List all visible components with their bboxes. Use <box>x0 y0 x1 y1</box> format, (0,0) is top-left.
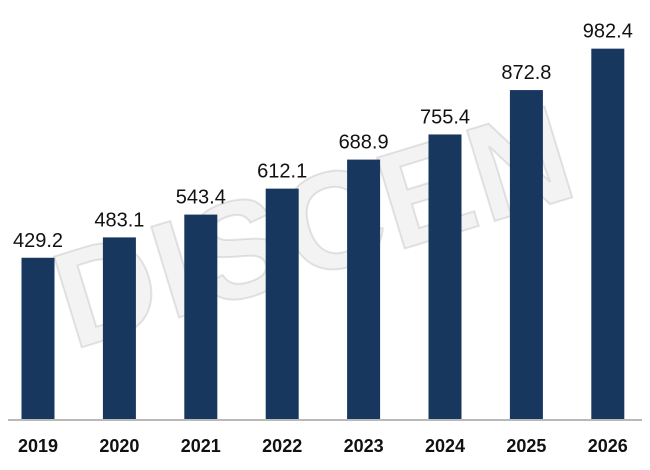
bar-2023 <box>347 159 381 420</box>
bar-2026 <box>591 48 625 421</box>
x-tick-label-2021: 2021 <box>181 436 221 456</box>
value-label-2021: 543.4 <box>176 187 226 209</box>
x-tick-label-2025: 2025 <box>506 436 546 456</box>
value-label-2023: 688.9 <box>339 132 389 154</box>
bar-2019 <box>21 257 55 420</box>
value-label-2026: 982.4 <box>583 21 633 43</box>
bar-2022 <box>265 188 299 420</box>
value-label-2022: 612.1 <box>257 161 307 183</box>
x-tick-label-2022: 2022 <box>262 436 302 456</box>
x-tick-label-2019: 2019 <box>18 436 58 456</box>
bar-2025 <box>509 90 543 420</box>
value-labels-layer: 429.2 483.1 543.4 612.1 688.9 755.4 872.8 982.4 <box>13 21 633 252</box>
x-tick-label-2026: 2026 <box>588 436 628 456</box>
bar-2024 <box>428 134 462 420</box>
bar-2021 <box>184 214 218 420</box>
x-tick-label-2024: 2024 <box>425 436 465 456</box>
value-label-2024: 755.4 <box>420 106 470 128</box>
bar-2020 <box>102 237 136 420</box>
x-tick-label-2020: 2020 <box>99 436 139 456</box>
value-label-2020: 483.1 <box>94 209 144 231</box>
bars-layer <box>21 48 625 421</box>
year-labels-layer: 2019 2020 2021 2022 2023 2024 2025 2026 <box>18 436 628 456</box>
value-label-2019: 429.2 <box>13 230 63 252</box>
value-label-2025: 872.8 <box>501 62 551 84</box>
x-tick-label-2023: 2023 <box>344 436 384 456</box>
